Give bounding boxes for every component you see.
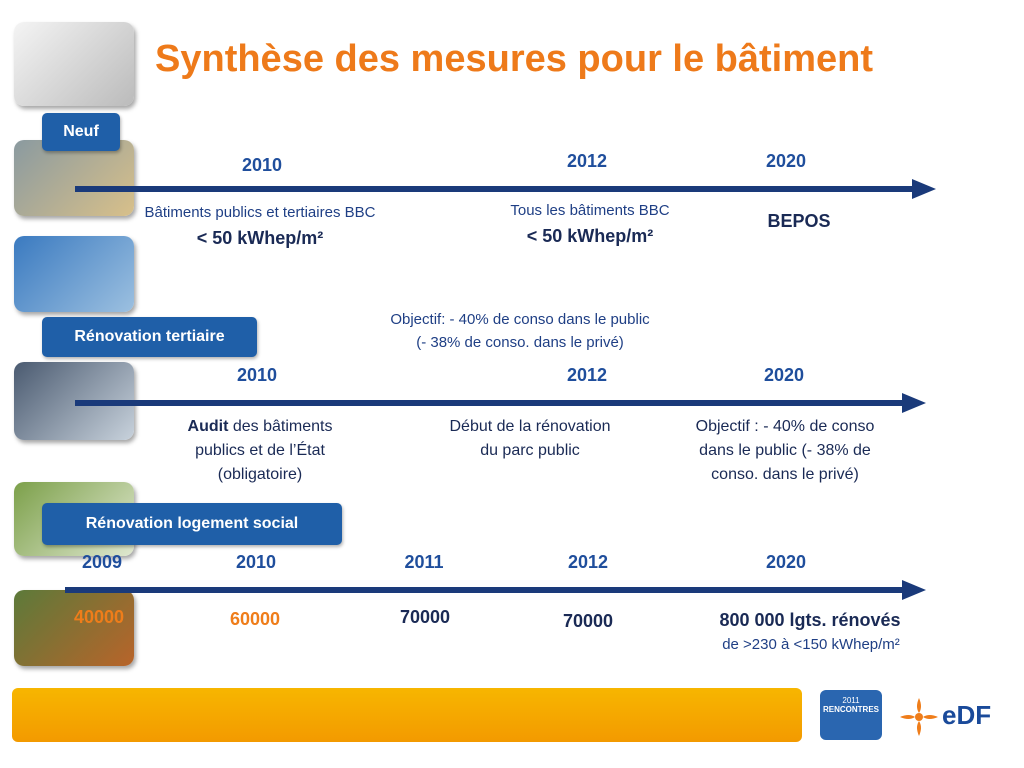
milestone-line: du parc public <box>480 442 580 459</box>
section-label: Rénovation tertiaire <box>42 317 257 357</box>
year: 2020 <box>765 151 807 171</box>
year: 2010 <box>241 155 283 175</box>
timeline <box>75 400 910 406</box>
year: 2012 <box>567 552 609 572</box>
year: 2020 <box>763 365 805 385</box>
photo <box>14 590 134 666</box>
arrow-head <box>912 179 936 199</box>
milestone-highlight: BEPOS <box>767 211 831 231</box>
event-name: RENCONTRES <box>822 705 879 714</box>
photo <box>14 140 134 216</box>
edf-symbol <box>900 698 938 736</box>
milestone-value: 70000 <box>399 607 451 627</box>
year: 2012 <box>566 365 608 385</box>
milestone-text: Audit des bâtiments <box>188 415 333 439</box>
note: Objectif: - 40% de conso dans le public <box>390 311 650 328</box>
section-label: Neuf <box>42 113 120 151</box>
milestone-value: 60000 <box>229 609 281 629</box>
milestone-line: (obligatoire) <box>217 466 303 483</box>
milestone-line: publics et de l’État <box>195 442 325 459</box>
photo <box>14 236 134 312</box>
section-label: Rénovation logement social <box>42 503 342 545</box>
footer-bar <box>12 688 802 742</box>
year: 2012 <box>566 151 608 171</box>
milestone-value: 70000 <box>562 611 614 631</box>
event-logo: 2011 RENCONTRES <box>820 690 882 740</box>
timeline <box>65 587 910 593</box>
milestone-highlight: < 50 kWhep/m² <box>526 226 654 246</box>
year: 2009 <box>81 552 123 572</box>
company-logo: eDF <box>942 700 992 730</box>
title: Synthèse des mesures pour le bâtiment <box>155 38 874 80</box>
milestone-text: Tous les bâtiments BBC <box>510 202 670 219</box>
milestone-line: des bâtiments <box>232 418 333 435</box>
milestone-highlight: < 50 kWhep/m² <box>196 228 324 248</box>
year: 2020 <box>765 552 807 572</box>
note: (- 38% de conso. dans le privé) <box>416 334 624 351</box>
milestone-text: Bâtiments publics et tertiaires BBC <box>144 204 376 221</box>
milestone-line: dans le public (- 38% de <box>699 442 871 459</box>
milestone-lead: Audit <box>187 418 229 435</box>
milestone-line: Objectif : - 40% de conso <box>695 418 875 435</box>
milestone-detail: de >230 à <150 kWhep/m² <box>722 636 900 653</box>
photo <box>14 22 134 106</box>
timeline <box>75 186 920 192</box>
year: 2010 <box>235 552 277 572</box>
year: 2011 <box>404 552 444 572</box>
milestone-value: 40000 <box>73 607 125 627</box>
arrow-head <box>902 393 926 413</box>
milestone-line: conso. dans le privé) <box>711 466 859 483</box>
milestone-value: 800 000 lgts. rénovés <box>719 610 901 630</box>
event-year: 2011 <box>842 696 860 705</box>
milestone-line: Début de la rénovation <box>449 418 611 435</box>
year: 2010 <box>236 365 278 385</box>
arrow-head <box>902 580 926 600</box>
